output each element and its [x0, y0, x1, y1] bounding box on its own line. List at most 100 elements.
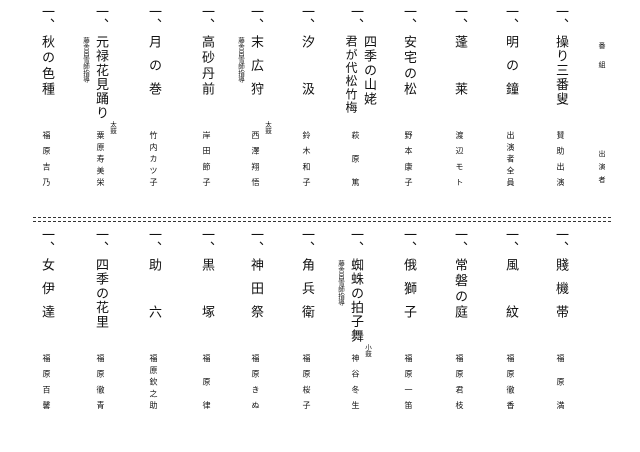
program-title: 助六 [146, 258, 161, 318]
bullet-mark: 一、 [299, 228, 314, 254]
program-entry: 一、操り三番叟賛助出演 [541, 5, 587, 215]
bullet-mark: 一、 [299, 5, 314, 31]
bullet-mark: 一、 [503, 5, 518, 31]
program-title: 黒塚 [199, 258, 214, 318]
performer-name: 萩原篤 [351, 131, 360, 186]
program-title: 安宅の松 [401, 35, 416, 95]
program-title: 蓬莱 [452, 35, 467, 95]
program-title: 月の巻 [146, 35, 161, 95]
performer-name: 福原吉乃 [42, 131, 51, 186]
program-entry: 一、元禄花見踊り 藤舎呂雪師指導太鼓 粟原寿美栄 [81, 5, 127, 215]
program-entry: 一、 風紋 福原徹香 [491, 228, 537, 438]
bullet-mark: 一、 [39, 228, 54, 254]
program-entry: 一、明の鐘出演者全員 [491, 5, 537, 215]
program-title: 風紋 [503, 258, 518, 318]
program-title: 女伊達 [39, 258, 54, 318]
performer-name: 福原百馨 [42, 354, 51, 409]
performer-name: 福原桜子 [302, 354, 311, 409]
performer-name: 出演者全員 [506, 131, 515, 186]
program-title: 角兵衛 [299, 258, 314, 318]
program-title: 俄獅子 [401, 258, 416, 318]
program-title: 高砂丹前 [199, 35, 214, 95]
program-title: 末広狩 [248, 35, 263, 95]
bullet-mark: 一、 [199, 228, 214, 254]
bullet-mark: 一、 [146, 5, 161, 31]
instrument-note: 太鼓 [263, 121, 272, 134]
performer-name: 福原律 [202, 354, 211, 409]
program-title: 四季の山姥 [361, 35, 376, 105]
performer-name: 福原きぬ [251, 354, 260, 409]
program-entry: 一、 黒塚 福原律 [187, 228, 233, 438]
bullet-mark: 一、 [452, 5, 467, 31]
bullet-mark: 一、 [348, 228, 363, 254]
program-entry: 一、安宅の松野本康子 [389, 5, 435, 215]
bullet-mark: 一、 [452, 228, 467, 254]
program-entry: 一、高砂丹前岸田節子 [187, 5, 233, 215]
program-row-first-half: 一、 操り三番叟 賛助出演 一、 明の鐘 出演者全員 一、 蓬莱 渡辺モト 一、 安宅の松 野本康子一… [0, 5, 640, 215]
bullet-mark: 一、 [553, 5, 568, 31]
program-entry: 一、 神田祭 福原きぬ [236, 228, 282, 438]
bullet-mark: 一、 [248, 5, 263, 31]
program-entry: 一、 汐汲 鈴木和子 [287, 5, 333, 215]
program-title: 神田祭 [248, 258, 263, 318]
performer-name: 福原欽之助 [149, 354, 158, 409]
program-entry: 一、秋の色種福原吉乃 [27, 5, 73, 215]
performer-name: 福原一笛 [404, 354, 413, 409]
program-entry: 一、 蓬莱 渡辺モト [440, 5, 486, 215]
program-entry: 一、 俄獅子 福原一笛 [389, 228, 435, 438]
performer-name: 西澤翔悟 [251, 131, 260, 186]
bullet-mark: 一、 [553, 228, 568, 254]
instructor-note: 藤舎呂雪師指導 [336, 260, 345, 306]
program-title: 賤機帯 [553, 258, 568, 318]
bullet-mark: 一、 [39, 5, 54, 31]
bullet-mark: 一、 [248, 228, 263, 254]
instructor-note: 藤舎呂雪師指導 [236, 37, 245, 83]
performer-name: 福原満 [556, 354, 565, 409]
program-entry: 一、 女伊達 福原百馨 [27, 228, 73, 438]
program-entry: 一、 助六 福原欽之助 [134, 228, 180, 438]
performer-name: 神谷冬生 [351, 354, 360, 409]
bullet-mark: 一、 [146, 228, 161, 254]
performer-name: 渡辺モト [455, 131, 464, 186]
performer-name: 粟原寿美栄 [96, 131, 105, 186]
bullet-mark: 一、 [93, 5, 108, 31]
program-row-second-half: 一、 賤機帯 福原満 一、 風紋 福原徹香 一、 常磐の庭 福原君枝 一、 俄獅子 福原一笛 一、 蜘蛛の… [0, 228, 640, 438]
bullet-mark: 一、 [503, 228, 518, 254]
divider [33, 217, 611, 222]
performer-name: 福原徹香 [506, 354, 515, 409]
bullet-mark: 一、 [401, 5, 416, 31]
performer-name: 岸田節子 [202, 131, 211, 186]
bullet-mark: 一、 [348, 5, 363, 31]
performer-name: 福原君枝 [455, 354, 464, 409]
program-title: 蜘蛛の拍子舞 [348, 258, 363, 342]
program-entry: 一、 賤機帯 福原満 [541, 228, 587, 438]
bullet-mark: 一、 [93, 228, 108, 254]
performer-name: 福原徹青 [96, 354, 105, 409]
performer-name: 野本康子 [404, 131, 413, 186]
bullet-mark: 一、 [401, 228, 416, 254]
performer-name: 鈴木和子 [302, 131, 311, 186]
performer-name: 賛助出演 [556, 131, 565, 186]
program-entry: 一、蜘蛛の拍子舞 藤舎呂雪師指導小鼓 神谷冬生 [336, 228, 382, 438]
program-entry: 一、四季の山姥 君が代松竹梅萩原篤 [336, 5, 382, 215]
instrument-note: 太鼓 [108, 121, 117, 134]
program-title: 秋の色種 [39, 35, 54, 95]
program-title: 操り三番叟 [553, 35, 568, 105]
program-entry: 一、四季の花里福原徹青 [81, 228, 127, 438]
program-subtitle: 君が代松竹梅 [344, 35, 358, 113]
instructor-note: 藤舎呂雪師指導 [81, 37, 90, 83]
program-header: 番組 [598, 42, 606, 80]
program-title: 明の鐘 [503, 35, 518, 95]
program-entry: 一、常磐の庭福原君枝 [440, 228, 486, 438]
program-title: 常磐の庭 [452, 258, 467, 318]
program-title: 四季の花里 [93, 258, 108, 328]
instrument-note: 小鼓 [363, 344, 372, 357]
program-entry: 一、 角兵衛 福原桜子 [287, 228, 333, 438]
performer-name: 竹内カツ子 [149, 131, 158, 186]
program-title: 汐汲 [299, 35, 314, 95]
program-entry: 一、月の巻竹内カツ子 [134, 5, 180, 215]
program-title: 元禄花見踊り [93, 35, 108, 119]
bullet-mark: 一、 [199, 5, 214, 31]
performer-header: 出演者 [598, 150, 606, 189]
program-entry: 一、末広狩 藤舎呂雪師指導太鼓 西澤翔悟 [236, 5, 282, 215]
